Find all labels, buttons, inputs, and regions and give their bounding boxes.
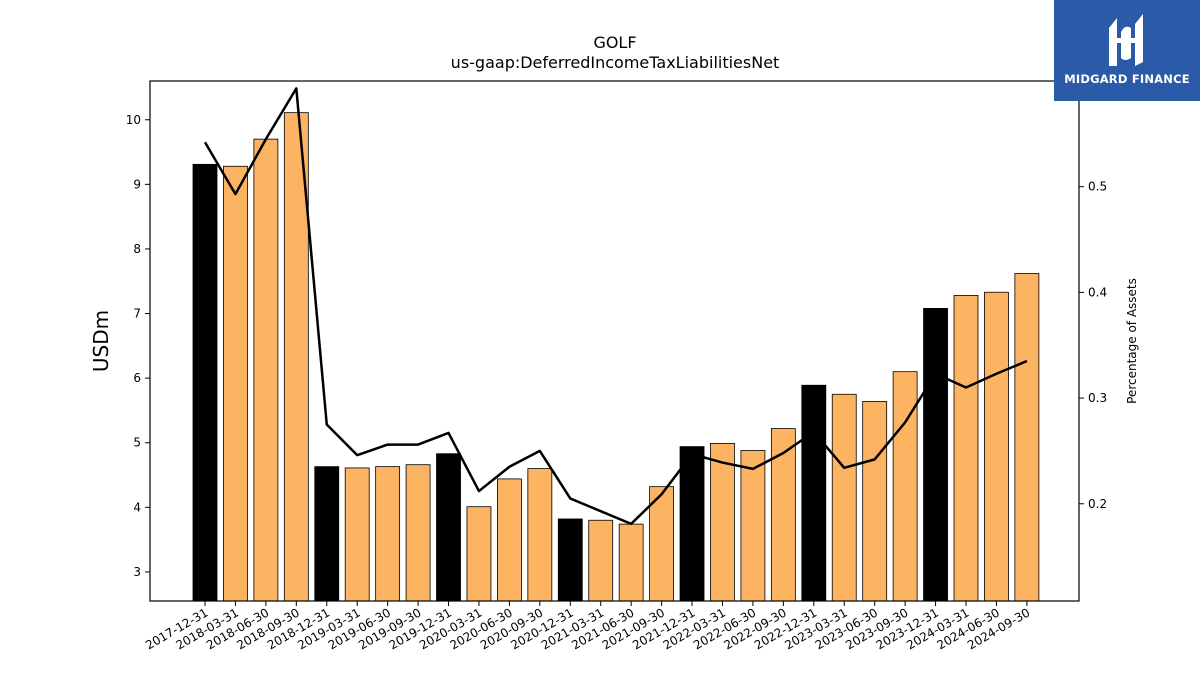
y-tick-label: 9 [133, 177, 141, 191]
bar-2021-03-31 [588, 519, 614, 602]
bar-2019-03-31 [344, 467, 370, 602]
y-axis-label: USDm [89, 310, 113, 372]
y-right-tick-label: 0.5 [1088, 180, 1107, 194]
y-tick-label: 7 [133, 307, 141, 321]
y-tick-label: 3 [133, 565, 141, 579]
bar-2020-09-30 [527, 468, 553, 602]
bar-2021-06-30 [618, 523, 644, 602]
bar-2020-03-31 [466, 506, 492, 602]
y-tick-label: 8 [133, 242, 141, 256]
y-right-tick-label: 0.2 [1088, 497, 1107, 511]
x-axis: 2017-12-312018-03-312018-06-302018-09-30… [143, 601, 1032, 652]
bar-2023-12-31 [923, 307, 948, 602]
bar-2018-06-30 [253, 138, 279, 602]
bar-2024-03-31 [953, 295, 979, 602]
y-axis-label-right: Percentage of Assets [1125, 278, 1139, 404]
chart-title: GOLF [593, 33, 636, 52]
y-right-tick-label: 0.4 [1088, 285, 1107, 299]
chart-subtitle: us-gaap:DeferredIncomeTaxLiabilitiesNet [451, 53, 780, 72]
bar-2023-09-30 [892, 371, 918, 602]
bar-2018-12-31 [314, 466, 340, 602]
bar-2017-12-31 [192, 163, 218, 602]
bar-2023-03-31 [831, 393, 857, 602]
bar-2020-06-30 [496, 478, 522, 602]
bar-2018-09-30 [283, 112, 309, 602]
y-tick-label: 10 [126, 113, 141, 127]
plot-frame [149, 80, 1080, 602]
y-right-tick-label: 0.3 [1088, 391, 1107, 405]
bar-series [192, 112, 1040, 602]
percentage-of-assets-line [203, 87, 1028, 526]
bar-2022-03-31 [710, 442, 735, 602]
line-series [203, 87, 1028, 526]
y-tick-label: 4 [133, 500, 141, 514]
brand-logo: MIDGARD FINANCE [1054, 0, 1200, 101]
y-tick-label: 6 [133, 371, 141, 385]
logo-text: MIDGARD FINANCE [1064, 72, 1190, 86]
bar-2023-06-30 [862, 400, 888, 602]
bar-2020-12-31 [557, 518, 583, 602]
bar-2024-06-30 [984, 291, 1009, 602]
bar-2022-06-30 [740, 450, 766, 602]
bar-2018-03-31 [223, 165, 248, 602]
bar-2019-09-30 [405, 464, 431, 602]
bar-2019-06-30 [375, 466, 401, 602]
midgard-logo-icon [1109, 14, 1143, 66]
y-axis-left: 3 4 5 6 7 8 9 10 [126, 113, 150, 579]
bar-2021-12-31 [679, 446, 705, 602]
bar-2021-09-30 [649, 486, 674, 602]
bar-2022-12-31 [801, 384, 827, 602]
bar-2019-12-31 [436, 453, 461, 602]
y-tick-label: 5 [133, 436, 141, 450]
bar-2024-09-30 [1014, 273, 1040, 602]
y-axis-right: 0.2 0.3 0.4 0.5 [1079, 180, 1107, 511]
